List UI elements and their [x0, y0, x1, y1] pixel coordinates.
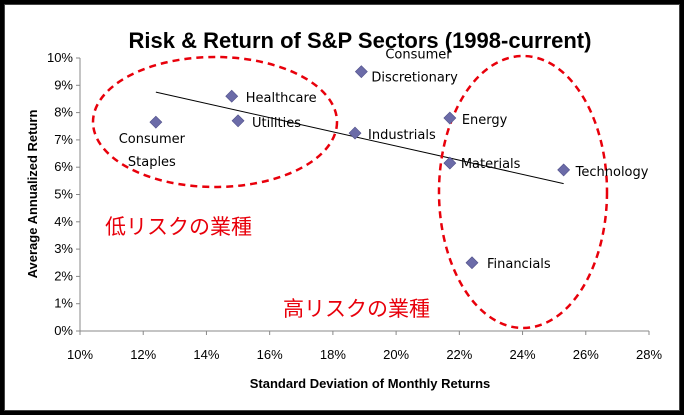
low-risk-ellipse — [91, 55, 339, 189]
x-tick-label: 14% — [193, 347, 219, 362]
data-point — [225, 89, 239, 103]
data-point — [354, 65, 368, 79]
data-point — [231, 114, 245, 128]
chart-title: Risk & Return of S&P Sectors (1998-curre… — [129, 28, 592, 53]
y-tick-label: 1% — [54, 296, 73, 311]
point-label: Financials — [487, 257, 551, 272]
y-tick-label: 4% — [54, 214, 73, 229]
x-tick-label: 22% — [446, 347, 472, 362]
low-risk-annotation: 低リスクの業種 — [105, 215, 252, 239]
x-axis-title: Standard Deviation of Monthly Returns — [250, 376, 491, 391]
high-risk-annotation: 高リスクの業種 — [283, 297, 430, 321]
point-label: Energy — [462, 113, 508, 128]
y-ticks: 0% 1% 2% 3% 4% 5% 6% 7% 8% 9% 10% — [47, 50, 80, 338]
point-label: Technology — [575, 165, 649, 180]
data-point — [149, 115, 163, 129]
data-point — [443, 156, 457, 170]
y-axis-title: Average Annualized Return — [25, 110, 40, 279]
y-tick-label: 9% — [54, 77, 73, 92]
y-tick-label: 3% — [54, 241, 73, 256]
y-tick-label: 5% — [54, 187, 73, 202]
data-point — [348, 126, 362, 140]
x-ticks: 10% 12% 14% 16% 18% 20% 22% 24% 26% 28% — [67, 331, 662, 362]
y-tick-label: 6% — [54, 159, 73, 174]
point-label: Consumer Discretionary — [371, 48, 458, 86]
trendline — [155, 91, 564, 185]
data-points — [149, 65, 571, 270]
x-tick-label: 12% — [130, 347, 156, 362]
high-risk-ellipse — [437, 54, 609, 330]
data-point — [443, 111, 457, 125]
y-tick-label: 8% — [54, 105, 73, 120]
data-point — [557, 163, 571, 177]
x-tick-label: 16% — [257, 347, 283, 362]
y-tick-label: 0% — [54, 323, 73, 338]
x-tick-label: 10% — [67, 347, 93, 362]
y-tick-label: 2% — [54, 268, 73, 283]
x-tick-label: 28% — [636, 347, 662, 362]
point-label: Industrials — [368, 128, 436, 143]
y-tick-label: 10% — [47, 50, 73, 65]
x-tick-label: 26% — [573, 347, 599, 362]
point-label: Healthcare — [246, 91, 317, 106]
y-tick-label: 7% — [54, 132, 73, 147]
x-tick-label: 20% — [383, 347, 409, 362]
point-label: Utilities — [252, 116, 301, 131]
point-labels: Consumer Staples Healthcare Utilities Consum… — [119, 48, 649, 272]
x-tick-label: 18% — [320, 347, 346, 362]
point-label: Consumer Staples — [119, 132, 186, 170]
x-tick-label: 24% — [510, 347, 536, 362]
point-label: Materials — [461, 157, 521, 172]
data-point — [465, 256, 479, 270]
